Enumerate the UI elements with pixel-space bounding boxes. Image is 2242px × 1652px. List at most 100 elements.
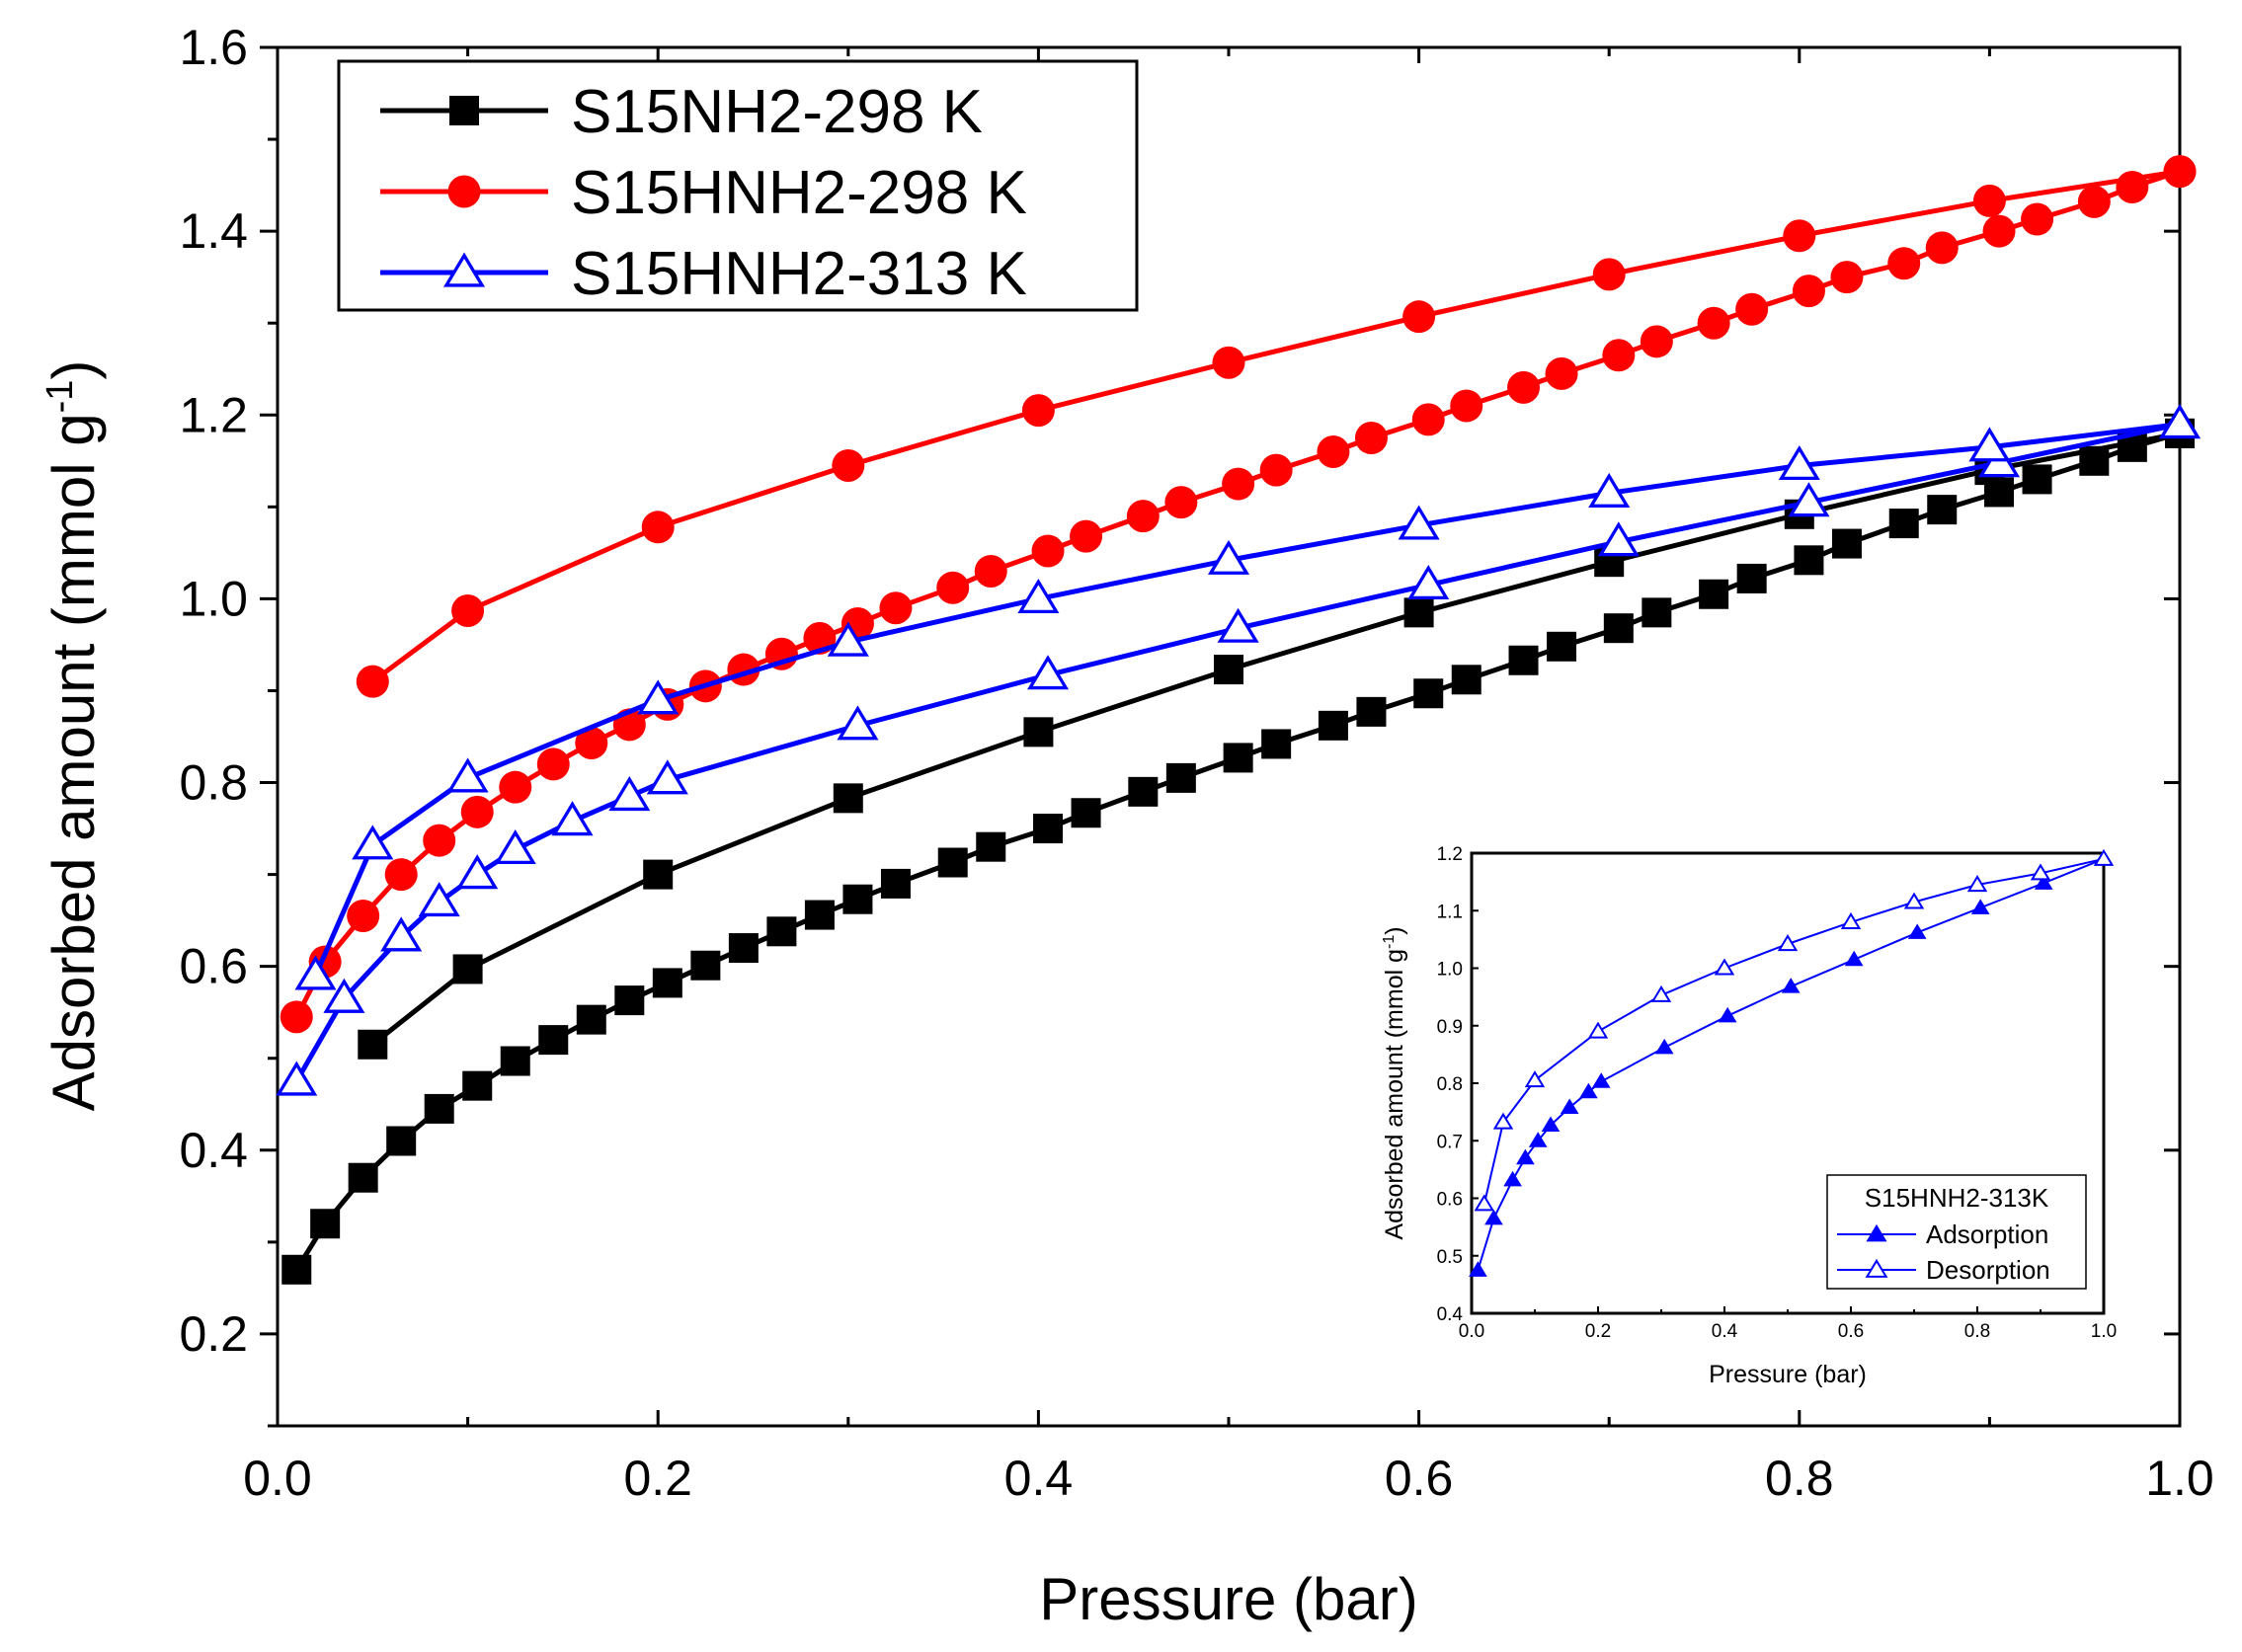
main-data-point [1592, 258, 1626, 291]
inset-y-tick-label: 0.5 [1437, 1247, 1463, 1268]
main-data-point [1545, 356, 1578, 390]
inset-data-point [1469, 1261, 1487, 1277]
main-data-point [452, 954, 483, 984]
main-x-tick-label: 0.0 [243, 1451, 312, 1506]
main-data-point [1507, 370, 1541, 404]
main-data-point [1207, 539, 1250, 575]
main-data-point [936, 571, 970, 604]
main-data-point [2022, 464, 2052, 495]
main-data-point [1317, 434, 1350, 468]
inset-series-0 [1469, 849, 2114, 1277]
main-data-point [652, 968, 682, 998]
main-data-point [494, 829, 536, 865]
main-data-point [1027, 655, 1070, 690]
main-data-point [637, 679, 680, 715]
main-data-point [1398, 505, 1440, 540]
main-data-point [690, 950, 721, 981]
main-data-point [323, 978, 365, 1013]
main-data-point [500, 1046, 530, 1076]
main-data-point [294, 955, 337, 990]
inset-data-point [1579, 1082, 1598, 1099]
inset-data-point [1907, 923, 1927, 939]
inset-x-tick-label: 1.0 [2091, 1321, 2117, 1342]
main-data-point [1411, 403, 1445, 436]
inset-data-point [1516, 1148, 1535, 1165]
main-data-point [281, 1254, 312, 1285]
inset-data-point [1966, 875, 1988, 893]
inset-data-point [1591, 1072, 1611, 1088]
inset-y-tick-label: 1.0 [1437, 960, 1463, 981]
inset-y-tick-label: 0.7 [1437, 1132, 1463, 1152]
inset-data-point [1492, 1112, 1514, 1130]
inset-y-axis-title-close: ) [1381, 926, 1408, 934]
main-data-point [1407, 564, 1450, 600]
main-legend-label: S15HNH2-313 K [571, 240, 1027, 308]
main-data-point [1788, 482, 1830, 517]
main-data-point [356, 665, 389, 698]
inset-y-tick-label: 1.2 [1437, 844, 1463, 865]
inset-y-axis-title-sup: -1 [1381, 935, 1398, 949]
inset-data-point [1503, 1170, 1522, 1187]
main-data-point [1214, 655, 1243, 685]
main-data-point [1212, 346, 1245, 379]
main-data-point [280, 1000, 313, 1034]
inset-data-point [1524, 1070, 1546, 1088]
main-data-point [575, 727, 608, 760]
main-data-point [451, 593, 485, 627]
main-x-tick-label: 0.4 [1004, 1451, 1074, 1506]
main-data-point [766, 916, 797, 947]
main-data-point [276, 1061, 318, 1096]
main-y-tick-label: 0.2 [179, 1306, 248, 1362]
main-data-point [1165, 762, 1196, 793]
main-data-point [1778, 444, 1820, 481]
main-data-point [1033, 814, 1064, 844]
inset-data-point [1528, 1132, 1548, 1147]
main-legend-label: S15HNH2-298 K [571, 159, 1027, 227]
main-legend: S15NH2-298 K S15HNH2-298 K S15HNH2-313 K [380, 78, 1027, 308]
main-data-point [347, 899, 380, 932]
inset-axis-ticks: 0.0 0.2 0.4 0.6 0.8 1.0 0.4 0.5 0.6 0.7 0.8 0.9 1.0 1… [1437, 844, 2118, 1342]
main-chart: 0.0 0.2 0.4 0.6 0.8 1.0 0.2 0.4 0.6 0.8 1.0 1.2 1.4 1… [40, 20, 2214, 1632]
main-data-point [2079, 445, 2110, 476]
main-data-point [1164, 486, 1198, 519]
main-data-point [576, 1004, 606, 1035]
inset-data-point [2093, 848, 2115, 866]
main-legend-label: S15NH2-298 K [571, 78, 983, 146]
main-y-tick-label: 0.6 [179, 939, 248, 994]
main-data-point [1071, 798, 1101, 828]
main-y-tick-label: 1.6 [179, 20, 248, 75]
main-data-point [1888, 509, 1919, 539]
main-x-tick-label: 0.6 [1385, 1451, 1454, 1506]
main-data-point [358, 1029, 388, 1060]
main-data-point [1031, 534, 1065, 568]
main-data-point [1927, 495, 1958, 525]
inset-series-group [1469, 848, 2115, 1277]
main-legend-marker [442, 252, 486, 287]
main-data-point [879, 591, 913, 625]
inset-data-point [1484, 1209, 1503, 1225]
main-data-point [646, 759, 688, 795]
main-data-point [2158, 404, 2202, 439]
main-data-point [1450, 389, 1483, 423]
inset-y-tick-label: 0.8 [1437, 1074, 1463, 1095]
inset-data-point [1587, 1021, 1609, 1039]
main-data-point [974, 554, 1007, 588]
main-data-point [1792, 275, 1825, 308]
main-data-point [1547, 631, 1577, 662]
main-data-point [1413, 678, 1444, 709]
inset-data-point [1714, 958, 1735, 976]
main-data-point [614, 985, 645, 1016]
main-data-point [842, 884, 873, 914]
main-data-point [728, 933, 759, 964]
main-y-tick-label: 0.8 [179, 755, 248, 811]
main-data-point [832, 448, 865, 482]
inset-data-point [1840, 911, 1862, 929]
inset-legend-marker [1866, 1223, 1887, 1242]
main-y-tick-label: 1.0 [179, 571, 248, 626]
inset-data-point [1541, 1116, 1561, 1133]
main-data-point [1021, 394, 1055, 428]
main-data-point [1887, 247, 1921, 280]
main-data-point [1736, 563, 1767, 593]
main-data-point [1356, 696, 1387, 727]
main-y-axis-title-text: Adsorbed amount (mmol g [40, 413, 107, 1111]
